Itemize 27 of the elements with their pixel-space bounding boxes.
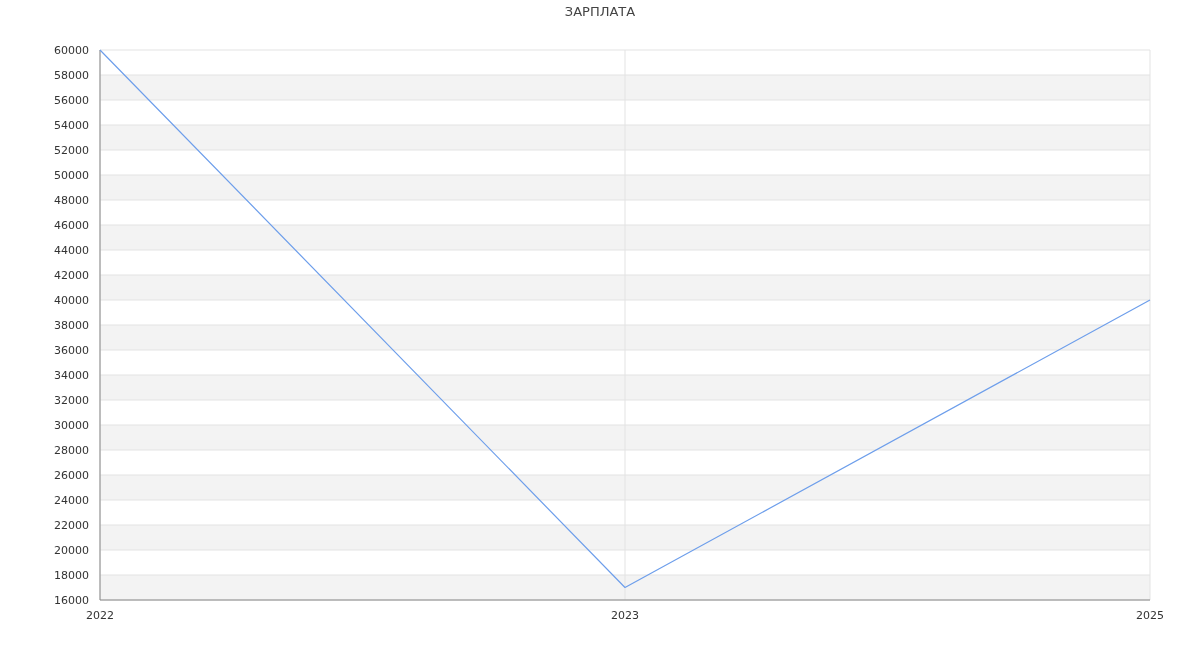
y-tick-label: 34000: [54, 368, 89, 382]
y-tick-label: 50000: [54, 168, 89, 182]
y-tick-label: 20000: [54, 543, 89, 557]
y-tick-label: 60000: [54, 43, 89, 57]
y-tick-label: 30000: [54, 418, 89, 432]
y-tick-label: 28000: [54, 443, 89, 457]
y-tick-label: 44000: [54, 243, 89, 257]
y-tick-label: 48000: [54, 193, 89, 207]
y-tick-label: 54000: [54, 118, 89, 132]
y-tick-label: 46000: [54, 218, 89, 232]
y-tick-label: 32000: [54, 393, 89, 407]
y-tick-label: 56000: [54, 93, 89, 107]
y-tick-label: 58000: [54, 68, 89, 82]
chart-title: ЗАРПЛАТА: [564, 4, 636, 19]
y-tick-label: 18000: [54, 568, 89, 582]
x-tick-label: 2025: [1136, 609, 1164, 622]
x-tick-label: 2022: [86, 609, 114, 622]
y-tick-label: 42000: [54, 268, 89, 282]
x-tick-label: 2023: [611, 609, 639, 622]
y-tick-label: 24000: [54, 493, 89, 507]
y-tick-label: 26000: [54, 468, 89, 482]
y-tick-label: 52000: [54, 143, 89, 157]
y-tick-label: 38000: [54, 318, 89, 332]
y-tick-label: 16000: [54, 593, 89, 607]
y-tick-label: 40000: [54, 293, 89, 307]
y-tick-label: 22000: [54, 518, 89, 532]
y-tick-label: 36000: [54, 343, 89, 357]
